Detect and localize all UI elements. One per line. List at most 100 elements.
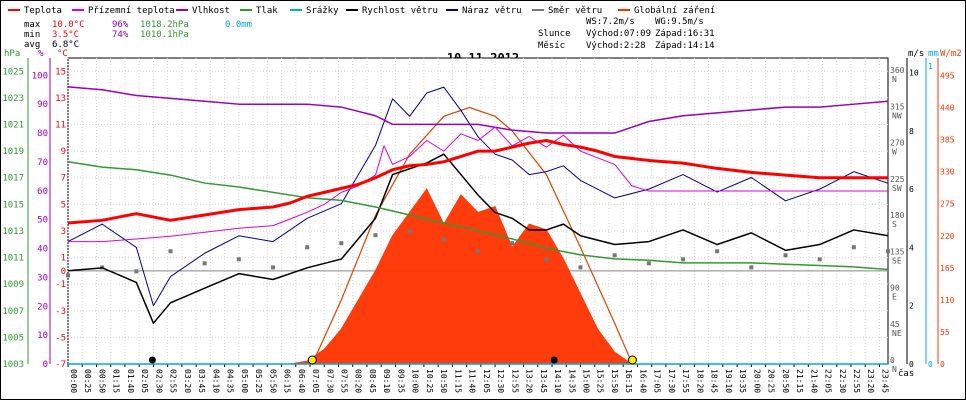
info-wind-speed: WS:7.2m/s (586, 17, 635, 27)
hpa-tick-label: 1023 (2, 94, 24, 104)
axis-unit-ms: m/s (908, 49, 924, 59)
wind-direction-point (681, 257, 685, 262)
x-tick-label: 03:20 (183, 369, 192, 393)
plot-area: 00:00 00:25 00:50 01:15 01:40 02:05 02:30 02:55… (2, 57, 955, 393)
pct-tick-label: 90 (37, 100, 48, 110)
wind-direction-point (646, 261, 651, 266)
x-tick-label: 00:50 (97, 369, 106, 393)
x-tick-label: 04:35 (226, 369, 235, 393)
wm2-tick-label: 330 (940, 168, 955, 177)
legend-label-0: Teplota (24, 6, 62, 16)
x-tick-label: 20:00 (752, 369, 761, 393)
x-tick-label: 15:25 (596, 369, 605, 393)
x-tick-label: 19:10 (724, 369, 733, 393)
x-tick-label: 17:30 (667, 369, 676, 393)
temp-tick-label: 11 (55, 121, 66, 131)
wm2-tick-label: 440 (940, 104, 955, 113)
series-temperature-line (67, 138, 888, 225)
legend-label-3: Tlak (256, 6, 278, 16)
dir-name-label: E (892, 293, 897, 302)
temp-tick-label: 15 (55, 67, 66, 77)
x-tick-label: 17:55 (681, 369, 690, 393)
hpa-tick-label: 1005 (2, 333, 24, 343)
temp-tick-label: -3 (55, 307, 66, 317)
legend-label-7: Směr větru (548, 6, 602, 16)
dir-name-label: NW (892, 111, 902, 120)
dir-tick-label: 0 (890, 356, 895, 365)
pct-tick-label: 20 (37, 302, 48, 312)
x-tick-label: 15:00 (582, 369, 591, 393)
x-tick-label: 12:05 (482, 369, 491, 393)
ms-tick-label: 6 (909, 185, 914, 194)
x-tick-label: 08:20 (354, 369, 363, 393)
x-tick-label: 16:15 (624, 369, 633, 393)
x-tick-label: 10:00 (411, 369, 420, 393)
info-sun-label: Slunce (538, 29, 571, 39)
pct-tick-label: 40 (37, 245, 48, 255)
wind-direction-point (271, 265, 275, 270)
x-tick-label: 08:45 (368, 369, 377, 393)
axis-unit-degc: °C (57, 49, 68, 59)
legend-label-2: Vlhkost (192, 6, 230, 16)
x-tick-label: 01:40 (126, 369, 135, 393)
wind-direction-point (476, 249, 480, 254)
x-tick-label: 16:40 (638, 369, 647, 393)
x-tick-label: 12:55 (510, 369, 519, 393)
sunrise-marker (307, 355, 317, 365)
x-tick-label: 09:10 (382, 369, 391, 393)
mm-tick-label: 0 (928, 360, 933, 369)
axis-unit-pct: % (38, 49, 44, 59)
x-tick-label: 20:50 (781, 369, 790, 393)
stats-max-rain: 0.0mm (225, 20, 252, 30)
series-humidity-line (67, 86, 889, 134)
stats-max-pressure: 1018.2hPa (140, 20, 189, 30)
ms-tick-label: 4 (909, 243, 914, 252)
series-wind-gust-line (67, 86, 889, 307)
x-tick-label: 00:25 (83, 369, 92, 393)
x-tick-label: 06:40 (297, 369, 306, 393)
axis-unit-time: čas (898, 368, 914, 379)
temp-tick-label: 3 (61, 227, 66, 237)
stats-max-label: max (24, 20, 41, 30)
hpa-tick-label: 1003 (2, 360, 24, 370)
legend: Teplota Přízemní teplota Vlhkost Tlak Srážky… (8, 6, 715, 16)
info-block: WS:7.2m/s WG:9.5m/s Slunce Východ:07:09 … (538, 17, 715, 51)
pct-tick-label: 60 (37, 187, 48, 197)
x-tick-label: 04:10 (211, 369, 220, 393)
dir-tick-label: 135 (890, 247, 905, 256)
x-tick-label: 03:45 (197, 369, 206, 393)
ms-tick-label: 10 (909, 69, 919, 78)
dir-tick-label: 360 (890, 66, 905, 75)
x-tick-label: 02:55 (169, 369, 178, 393)
hpa-tick-label: 1011 (2, 254, 24, 264)
hpa-tick-label: 1025 (2, 67, 24, 77)
dir-tick-label: 270 (890, 139, 905, 148)
pct-tick-label: 10 (37, 331, 48, 341)
dir-name-label: W (892, 148, 897, 157)
wm2-tick-label: 110 (940, 296, 955, 305)
wind-direction-point (305, 245, 310, 250)
wm2-tick-label: 385 (940, 136, 955, 145)
stats-min-temp: 3.5°C (52, 30, 79, 40)
stats-block: max 10.0°C 96% 1018.2hPa 0.0mm min 3.5°C… (24, 20, 252, 50)
wind-direction-point (715, 249, 720, 254)
hpa-tick-label: 1019 (2, 147, 24, 157)
temp-zero-label: 0 (61, 267, 66, 277)
stats-avg-label: avg (24, 40, 40, 50)
axis-unit-mm: mm (928, 49, 939, 59)
temp-tick-label: -5 (55, 333, 66, 343)
info-moon-rise: Východ:2:28 (586, 41, 646, 51)
hpa-tick-label: 1021 (2, 121, 24, 131)
wind-direction-point (339, 241, 344, 246)
stats-max-humidity: 96% (112, 20, 129, 30)
dir-tick-label: 90 (890, 284, 900, 293)
wind-direction-point (134, 269, 139, 274)
wind-direction-point (886, 249, 890, 254)
pct-tick-label: 80 (37, 129, 48, 139)
moonrise-marker (148, 356, 156, 364)
hpa-tick-label: 1007 (2, 307, 24, 317)
wm2-tick-label: 275 (940, 200, 955, 209)
temp-tick-label: 13 (55, 94, 66, 104)
info-moon-label: Měsíc (538, 41, 565, 51)
